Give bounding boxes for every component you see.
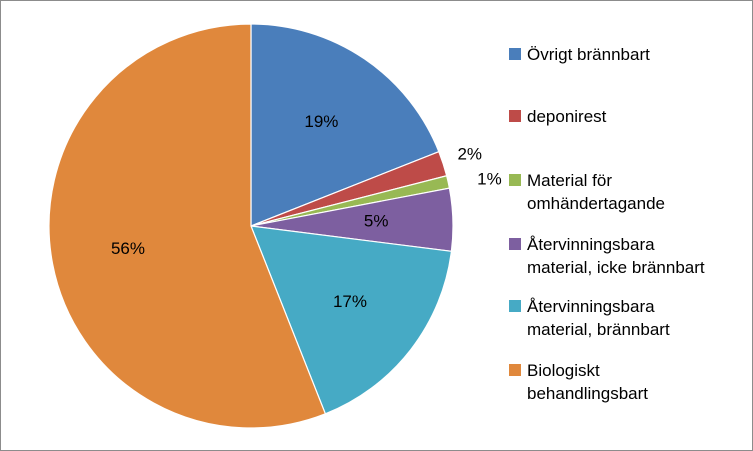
data-label-2: 2%: [457, 144, 482, 163]
legend-swatch: [509, 364, 521, 376]
legend-label: Material för omhändertagande: [527, 171, 666, 213]
pie-slice-1: [250, 23, 440, 227]
legend-swatch: [509, 300, 521, 312]
legend-swatch: [509, 110, 521, 122]
legend-item-3: Material för omhändertagande: [509, 169, 665, 215]
legend-label: Återvinningsbara material, icke brännbar…: [527, 235, 705, 277]
legend-swatch: [509, 174, 521, 186]
legend-item-5: Återvinningsbara material, brännbart: [509, 295, 670, 341]
data-label-1: 19%: [304, 112, 338, 131]
pie-slice-6: [48, 23, 327, 429]
legend-swatch: [509, 48, 521, 60]
legend-item-2: deponirest: [509, 105, 606, 128]
legend-swatch: [509, 238, 521, 250]
data-label-5: 17%: [333, 292, 367, 311]
legend-label: deponirest: [527, 107, 607, 126]
legend-item-6: Biologiskt behandlingsbart: [509, 359, 648, 405]
data-label-4: 5%: [364, 212, 389, 231]
legend-item-1: Övrigt brännbart: [509, 43, 650, 66]
pie-slice-5: [250, 225, 453, 415]
data-label-6: 56%: [111, 239, 145, 258]
legend-label: Återvinningsbara material, brännbart: [527, 297, 670, 339]
legend-label: Övrigt brännbart: [527, 45, 650, 64]
legend-label: Biologiskt behandlingsbart: [527, 361, 648, 403]
legend-item-4: Återvinningsbara material, icke brännbar…: [509, 233, 705, 279]
data-label-3: 1%: [477, 169, 502, 188]
